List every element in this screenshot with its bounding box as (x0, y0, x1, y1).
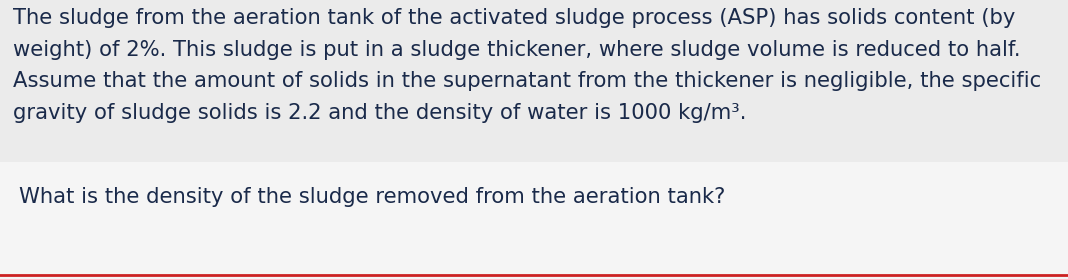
Bar (0, 162, 1068, 279)
Text: What is the density of the sludge removed from the aeration tank?: What is the density of the sludge remove… (19, 187, 725, 207)
Text: The sludge from the aeration tank of the activated sludge process (ASP) has soli: The sludge from the aeration tank of the… (13, 8, 1041, 123)
Bar (0, 0, 1068, 162)
